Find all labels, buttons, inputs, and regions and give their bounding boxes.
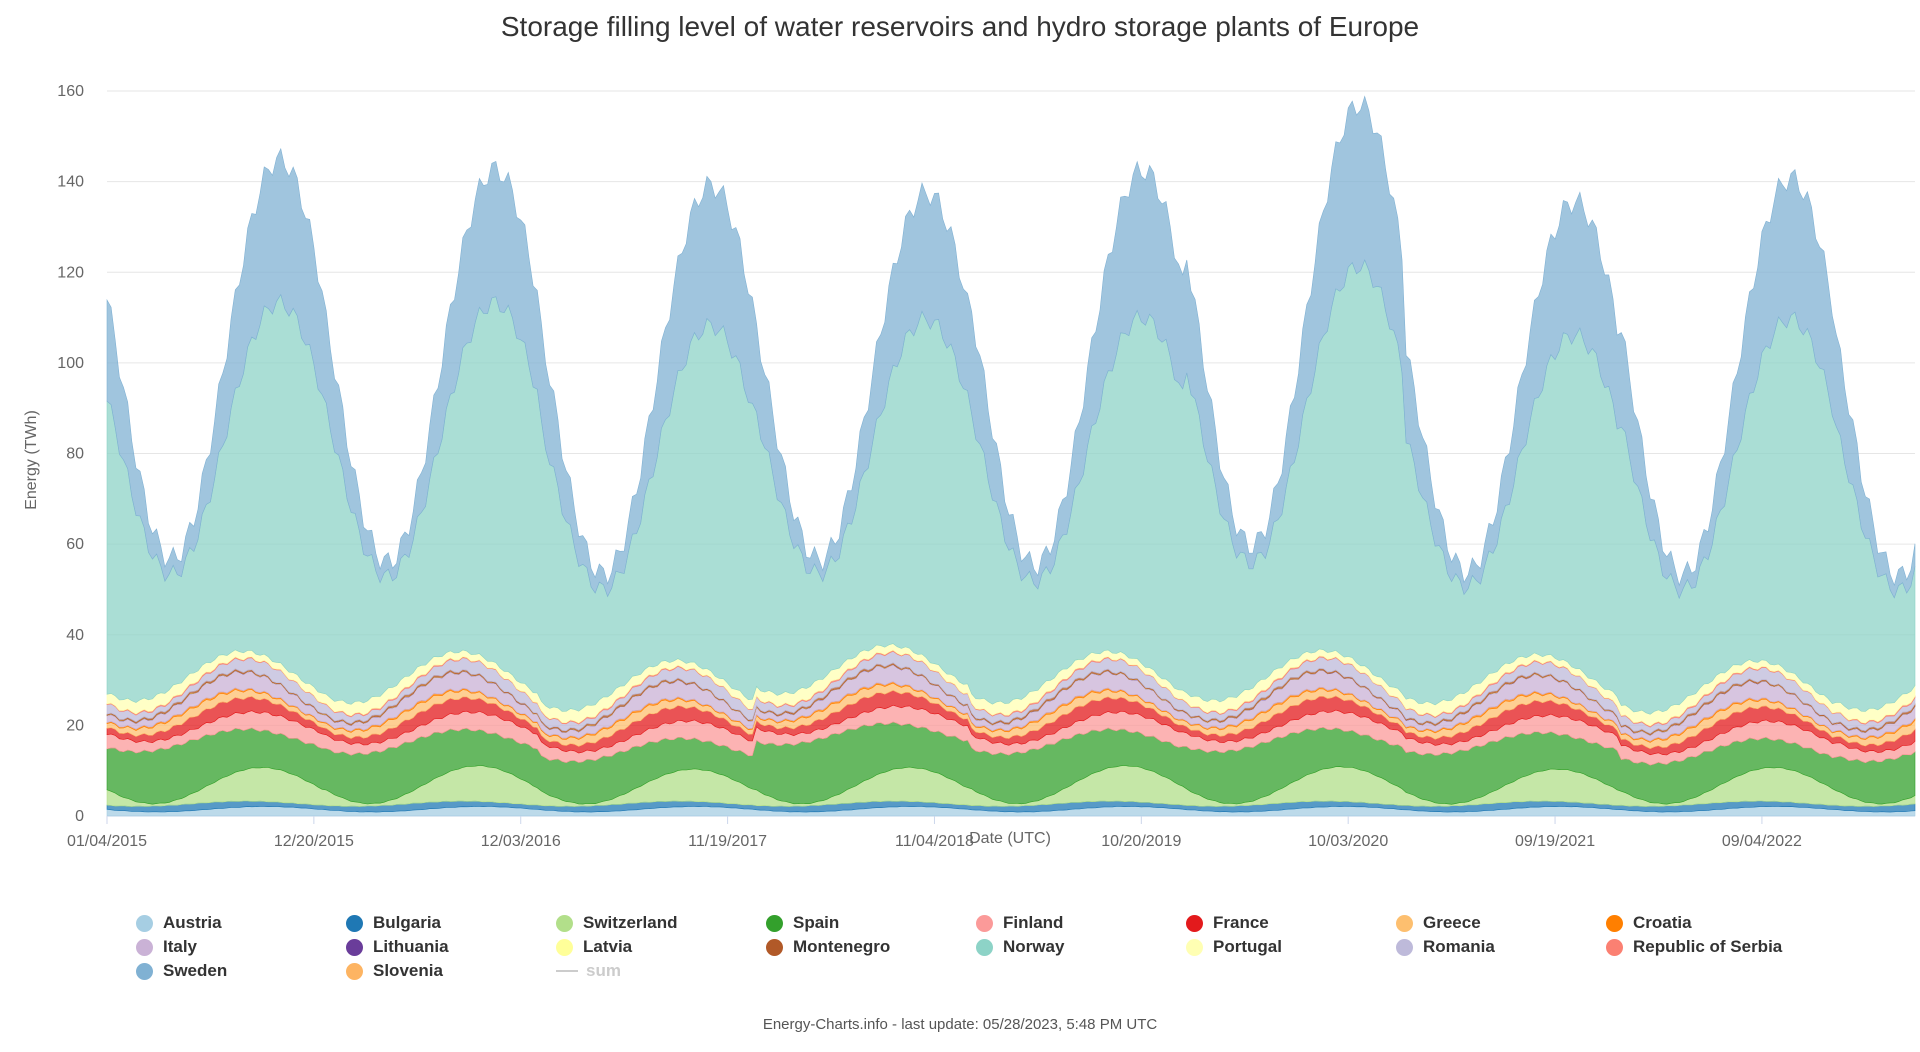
y-tick-label: 160 [57, 83, 84, 100]
legend-dot-symbol [976, 914, 993, 932]
legend-dot-symbol [976, 938, 993, 956]
stacked-areas [106, 95, 1916, 817]
legend-label: Slovenia [373, 961, 443, 980]
legend-label: Latvia [583, 937, 633, 956]
y-tick-label: 100 [57, 355, 84, 372]
y-tick-label: 20 [66, 717, 84, 734]
legend-dot-symbol [766, 914, 783, 932]
legend-item-portugal[interactable]: Portugal [1186, 936, 1396, 958]
x-tick-label: 11/19/2017 [688, 833, 767, 850]
legend-label: Bulgaria [373, 913, 442, 932]
legend-label: Republic of Serbia [1633, 937, 1783, 956]
x-axis-ticks: 01/04/2015 12/20/2015 12/03/2016 11/19/2017… [67, 816, 1802, 850]
legend-label: Sweden [163, 961, 228, 980]
legend-dot-symbol [346, 914, 363, 932]
legend-label: France [1213, 913, 1269, 932]
legend-item-france[interactable]: France [1186, 912, 1396, 934]
legend-item-austria[interactable]: Austria [136, 912, 346, 934]
legend-dot-symbol [1186, 914, 1203, 932]
legend-label: Austria [163, 913, 222, 932]
legend-item-switzerland[interactable]: Switzerland [556, 912, 766, 934]
legend-dot-symbol [346, 962, 363, 980]
legend-item-republic-of-serbia[interactable]: Republic of Serbia [1606, 936, 1816, 958]
legend-dot-symbol [766, 938, 783, 956]
chart-title: Storage filling level of water reservoir… [501, 11, 1419, 42]
x-tick-label: 10/03/2020 [1308, 833, 1388, 850]
legend-dot-symbol [136, 938, 153, 956]
legend-item-sum[interactable]: sum [556, 960, 766, 982]
legend-label: Italy [163, 937, 198, 956]
legend-dot-symbol [1606, 938, 1623, 956]
x-tick-label: 09/04/2022 [1722, 833, 1802, 850]
y-axis-title: Energy (TWh) [23, 410, 40, 510]
legend: Austria Bulgaria Switzerland Spain Finland Fr… [136, 912, 1836, 982]
legend-item-sweden[interactable]: Sweden [136, 960, 346, 982]
y-tick-label: 80 [66, 446, 84, 463]
legend-dot-symbol [556, 914, 573, 932]
x-tick-label: 12/20/2015 [274, 833, 354, 850]
y-tick-label: 60 [66, 536, 84, 553]
legend-label: Greece [1423, 913, 1481, 932]
legend-item-croatia[interactable]: Croatia [1606, 912, 1816, 934]
y-tick-label: 0 [75, 808, 84, 825]
legend-label: Norway [1003, 937, 1065, 956]
legend-label: Lithuania [373, 937, 449, 956]
y-tick-label: 40 [66, 627, 84, 644]
legend-dot-symbol [1396, 914, 1413, 932]
legend-dot-symbol [136, 914, 153, 932]
legend-item-slovenia[interactable]: Slovenia [346, 960, 556, 982]
legend-dot-symbol [1606, 914, 1623, 932]
legend-item-lithuania[interactable]: Lithuania [346, 936, 556, 958]
legend-item-italy[interactable]: Italy [136, 936, 346, 958]
legend-label: Croatia [1633, 913, 1692, 932]
y-tick-label: 140 [57, 174, 84, 191]
legend-item-montenegro[interactable]: Montenegro [766, 936, 976, 958]
legend-label: Spain [793, 913, 840, 932]
legend-item-norway[interactable]: Norway [976, 936, 1186, 958]
legend-dot-symbol [1186, 938, 1203, 956]
legend-label: Montenegro [793, 937, 891, 956]
legend-label: sum [586, 961, 621, 980]
x-tick-label: 10/20/2019 [1101, 833, 1181, 850]
legend-item-romania[interactable]: Romania [1396, 936, 1606, 958]
legend-item-bulgaria[interactable]: Bulgaria [346, 912, 556, 934]
x-tick-label: 11/04/2018 [895, 833, 974, 850]
x-tick-label: 12/03/2016 [481, 833, 561, 850]
legend-label: Romania [1423, 937, 1495, 956]
legend-dot-symbol [136, 962, 153, 980]
legend-item-latvia[interactable]: Latvia [556, 936, 766, 958]
legend-dot-symbol [1396, 938, 1413, 956]
legend-dot-symbol [556, 938, 573, 956]
x-tick-label: 01/04/2015 [67, 833, 147, 850]
x-axis-title: Date (UTC) [969, 830, 1051, 847]
legend-item-spain[interactable]: Spain [766, 912, 976, 934]
y-tick-label: 120 [57, 264, 84, 281]
y-axis-ticks: 0 20 40 60 80 100 120 140 160 [57, 83, 84, 825]
legend-label: Portugal [1213, 937, 1282, 956]
legend-line-symbol [556, 970, 578, 972]
legend-item-greece[interactable]: Greece [1396, 912, 1606, 934]
footer-credit: Energy-Charts.info - last update: 05/28/… [762, 1016, 1158, 1033]
x-tick-label: 09/19/2021 [1515, 833, 1595, 850]
legend-label: Switzerland [583, 913, 678, 932]
legend-label: Finland [1003, 913, 1064, 932]
legend-dot-symbol [346, 938, 363, 956]
legend-item-finland[interactable]: Finland [976, 912, 1186, 934]
area-sweden[interactable] [106, 95, 1916, 600]
